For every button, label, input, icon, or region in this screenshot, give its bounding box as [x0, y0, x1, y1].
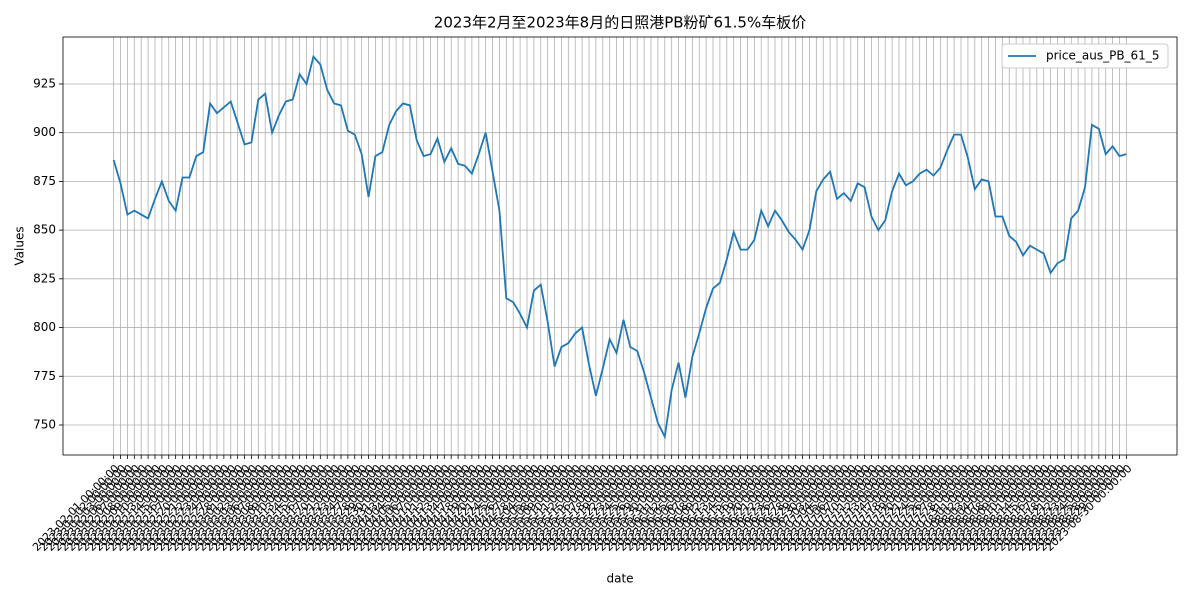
data-line — [112, 54, 1127, 440]
y-tick-label: 925 — [33, 76, 56, 90]
legend-box — [1001, 43, 1169, 69]
y-tick-label: 875 — [33, 174, 56, 188]
y-tick-label: 750 — [33, 417, 56, 431]
y-tick-label: 825 — [33, 271, 56, 285]
y-tick-label: 775 — [33, 369, 56, 383]
chart-title: 2023年2月至2023年8月的日照港PB粉矿61.5%车板价 — [434, 14, 806, 32]
y-tick-label: 850 — [33, 223, 56, 237]
y-tick-label: 900 — [33, 125, 56, 139]
legend-label: price_aus_PB_61_5 — [1046, 49, 1159, 63]
y-axis-label: Values — [13, 226, 27, 265]
y-tick-label: 800 — [33, 320, 56, 334]
x-axis-label: date — [606, 572, 633, 586]
plot-frame — [62, 36, 1178, 456]
